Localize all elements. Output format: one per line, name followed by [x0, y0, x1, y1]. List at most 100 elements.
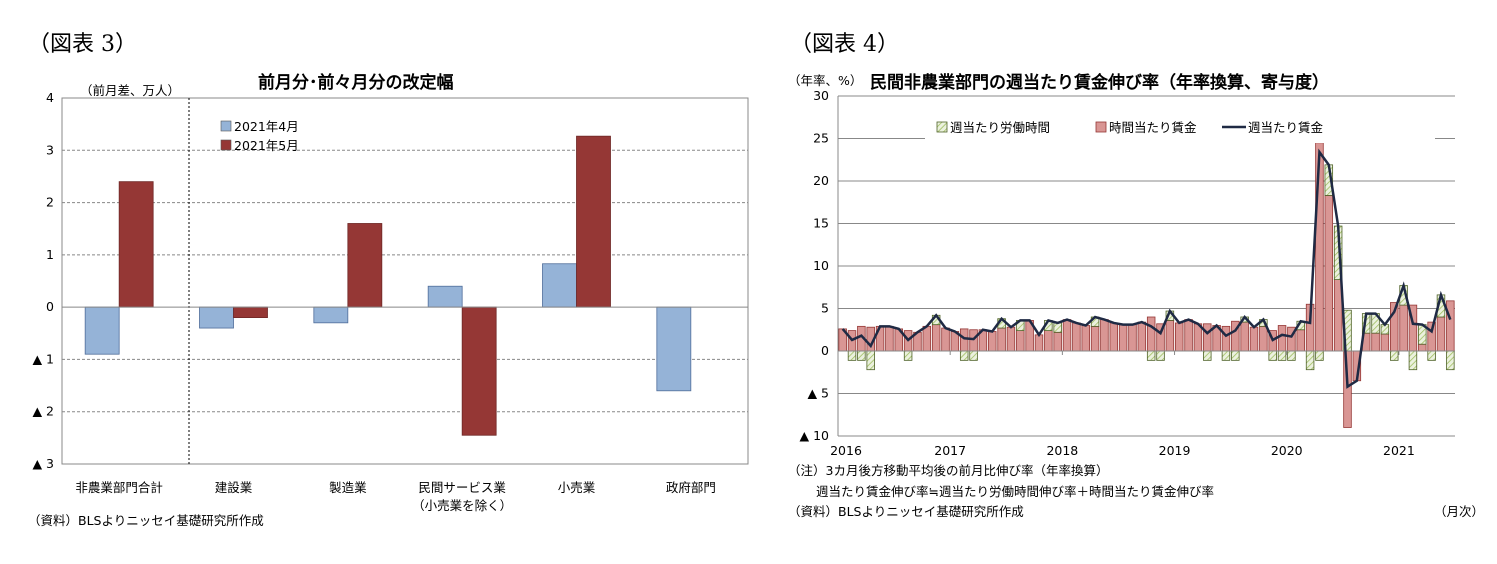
legend-label: 2021年5月 — [234, 138, 299, 153]
y-tick-label: 20 — [813, 173, 829, 188]
bar-weekly-hours — [1305, 350, 1315, 371]
y-tick-label: 4 — [46, 90, 54, 105]
category-label: 製造業 — [329, 480, 367, 495]
bar-hourly-wage — [1053, 331, 1062, 352]
legend-swatch — [936, 121, 948, 133]
bar-hourly-wage — [1277, 325, 1287, 352]
y-tick-label: 30 — [813, 88, 829, 103]
bar-hourly-wage — [1240, 321, 1249, 352]
bar-hourly-wage — [922, 325, 932, 352]
x-tick-label: 2019 — [1159, 443, 1191, 458]
y-tick-label: 10 — [813, 258, 829, 273]
bar-hourly-wage — [1296, 329, 1305, 352]
bar-hourly-wage — [1006, 326, 1016, 352]
chart-4-note: （注）3カ月後方移動平均後の前月比伸び率（年率換算） — [788, 463, 1109, 478]
bar-hourly-wage — [885, 325, 894, 352]
bar-hourly-wage — [1072, 322, 1081, 352]
legend-swatch — [220, 139, 232, 151]
legend-label: 時間当たり賃金 — [1109, 120, 1197, 135]
y-tick-label: ▲ 10 — [800, 428, 830, 443]
bar-hourly-wage — [1090, 325, 1100, 352]
chart-3-yunit: （前月差、万人） — [80, 83, 181, 98]
bar-hourly-wage — [1399, 304, 1408, 352]
x-tick-label: 2016 — [830, 443, 862, 458]
x-tick-label: 2021 — [1383, 443, 1415, 458]
y-tick-label: 25 — [813, 131, 829, 146]
chart-4-yunit: （年率、%） — [788, 73, 863, 88]
x-tick-label: 2020 — [1271, 443, 1303, 458]
bar-hourly-wage — [1165, 319, 1175, 352]
bar-hourly-wage — [969, 329, 978, 352]
bar-weekly-hours — [1427, 350, 1436, 361]
x-tick-label: 2017 — [934, 443, 966, 458]
bar-hourly-wage — [1081, 325, 1090, 352]
bar-hourly-wage — [959, 328, 969, 352]
y-tick-label: 5 — [821, 301, 829, 316]
bar-weekly-hours — [1390, 350, 1399, 361]
bar-april — [542, 263, 577, 308]
plot-frame — [61, 97, 749, 465]
bar-hourly-wage — [1184, 319, 1193, 352]
legend-swatch — [1095, 121, 1107, 133]
bar-hourly-wage — [1343, 350, 1352, 428]
bar-weekly-hours — [969, 350, 978, 361]
category-label: 非農業部門合計 — [75, 480, 163, 495]
y-tick-label: ▲ 2 — [32, 404, 54, 419]
bar-hourly-wage — [1109, 322, 1119, 352]
bar-hourly-wage — [1174, 322, 1184, 352]
bar-hourly-wage — [1203, 323, 1212, 352]
legend-box — [925, 113, 1435, 143]
bar-weekly-hours — [1053, 322, 1062, 333]
bar-hourly-wage — [1324, 195, 1334, 352]
bar-hourly-wage — [1062, 319, 1072, 352]
bar-weekly-hours — [1446, 350, 1455, 371]
category-label: 小売業 — [558, 480, 596, 495]
category-label: 建設業 — [215, 480, 253, 495]
bar-weekly-hours — [866, 350, 875, 371]
chart-4-formula: 週当たり賃金伸び率≒週当たり労働時間伸び率＋時間当たり賃金伸び率 — [816, 484, 1214, 499]
bar-hourly-wage — [1137, 321, 1147, 352]
y-tick-label: ▲ 3 — [32, 456, 54, 471]
category-label: 民間サービス業 — [418, 480, 506, 495]
category-sublabel: （小売業を除く） — [412, 498, 512, 513]
revision-bar-chart: 4 3 2 1 0 ▲ 1 ▲ 2 ▲ 3 非農業部門合計 建設業 製造業 民間サービス業 （小売業を除… — [32, 90, 749, 513]
chart-3-source: （資料）BLSよりニッセイ基礎研究所作成 — [28, 513, 264, 528]
y-tick-label: 0 — [46, 299, 54, 314]
bar-weekly-hours — [1156, 350, 1165, 361]
bar-hourly-wage — [1380, 333, 1390, 352]
figure-4-label: （図表 4） — [790, 32, 899, 57]
y-tick-label: 2 — [46, 195, 54, 210]
bar-weekly-hours — [847, 350, 857, 361]
legend-label: 2021年4月 — [234, 119, 299, 134]
bar-may — [461, 306, 497, 436]
bar-hourly-wage — [1044, 330, 1053, 352]
chart-3-title: 前月分･前々月分の改定幅 — [258, 73, 454, 93]
bar-weekly-hours — [1231, 350, 1240, 361]
bar-hourly-wage — [1146, 316, 1156, 352]
bar-hourly-wage — [997, 327, 1006, 352]
bar-weekly-hours — [1221, 350, 1231, 361]
bar-weekly-hours — [1146, 350, 1156, 361]
y-tick-label: ▲ 1 — [32, 351, 54, 366]
bar-hourly-wage — [1436, 316, 1446, 352]
y-tick-label: ▲ 5 — [807, 386, 829, 401]
bar-hourly-wage — [988, 331, 997, 352]
bar-hourly-wage — [1221, 325, 1231, 352]
bar-weekly-hours — [903, 350, 913, 361]
chart-4-xunit: （月次） — [1434, 504, 1485, 519]
legend-label: 週当たり賃金 — [1248, 120, 1324, 135]
bar-hourly-wage — [1259, 325, 1268, 352]
bar-weekly-hours — [1268, 350, 1277, 361]
legend-label: 週当たり労働時間 — [950, 120, 1050, 135]
bar-weekly-hours — [1287, 350, 1296, 361]
figure-3-label: （図表 3） — [28, 32, 137, 57]
category-label: 政府部門 — [666, 480, 716, 495]
bar-weekly-hours — [1315, 350, 1324, 361]
bar-weekly-hours — [1203, 350, 1212, 361]
bar-weekly-hours — [959, 350, 969, 361]
chart-4-title: 民間非農業部門の週当たり賃金伸び率（年率換算、寄与度） — [870, 73, 1329, 93]
bar-may — [347, 223, 383, 308]
bar-hourly-wage — [1034, 334, 1044, 352]
chart-4-source: （資料）BLSよりニッセイ基礎研究所作成 — [788, 504, 1024, 519]
bar-may — [576, 135, 611, 308]
